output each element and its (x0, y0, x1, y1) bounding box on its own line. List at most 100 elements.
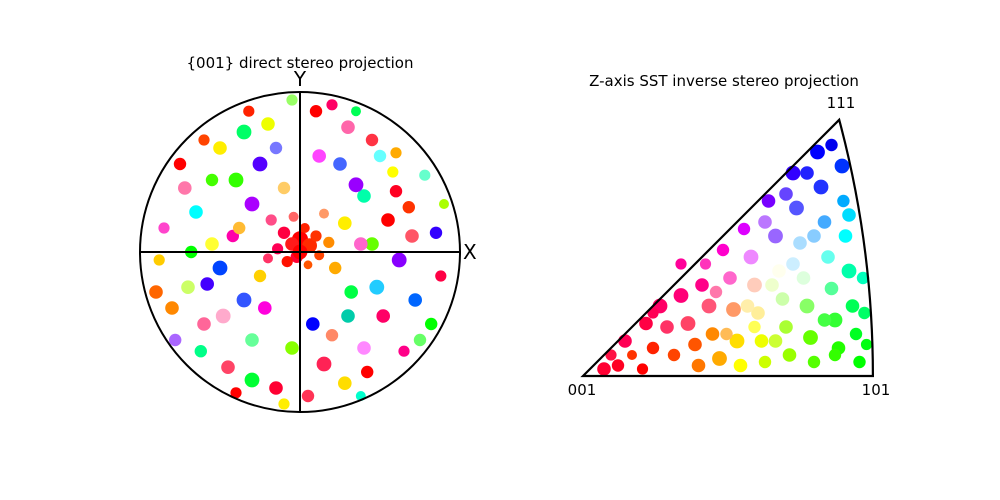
sst-point-41 (803, 330, 818, 345)
sst-point-15 (695, 278, 709, 292)
sst-point-26 (747, 277, 762, 293)
direct-point-61 (316, 356, 332, 372)
direct-point-82 (269, 141, 283, 155)
corner-label-111: 111 (827, 94, 856, 112)
direct-point-20 (244, 196, 260, 212)
sst-point-17 (705, 327, 720, 341)
sst-point-35 (782, 348, 797, 362)
direct-point-96 (230, 387, 242, 399)
y-axis-label: Y (293, 67, 307, 91)
sst-point-36 (785, 165, 801, 181)
sst-point-24 (737, 222, 751, 236)
direct-point-19 (338, 216, 352, 230)
corner-label-001: 001 (568, 381, 597, 399)
direct-point-83 (312, 149, 327, 163)
x-axis-label: X (463, 240, 477, 264)
sst-point-65 (786, 257, 800, 271)
direct-point-15 (329, 261, 342, 275)
sst-point-25 (743, 249, 759, 265)
direct-point-18 (253, 269, 267, 283)
direct-point-69 (357, 341, 371, 355)
sst-point-32 (772, 264, 786, 278)
sst-point-52 (838, 229, 853, 243)
direct-point-57 (338, 376, 352, 391)
direct-stereo-title: {001} direct stereo projection (187, 54, 414, 72)
direct-point-64 (194, 345, 207, 358)
direct-point-66 (252, 156, 268, 172)
direct-point-21 (344, 285, 359, 299)
direct-point-54 (269, 381, 283, 395)
direct-point-32 (189, 205, 203, 219)
direct-point-81 (405, 229, 419, 243)
direct-point-55 (301, 389, 315, 403)
sst-point-22 (729, 333, 745, 349)
sst-point-46 (821, 250, 835, 264)
direct-point-42 (153, 254, 165, 266)
sst-point-38 (793, 236, 807, 250)
direct-point-14 (263, 253, 273, 264)
sst-point-42 (807, 355, 821, 369)
direct-point-92 (200, 277, 214, 291)
direct-point-95 (351, 106, 361, 117)
direct-point-26 (212, 260, 228, 276)
inverse-stereo-panel: Z-axis SST inverse stereo projection 111… (568, 72, 891, 399)
sst-point-12 (680, 316, 696, 331)
sst-point-33 (775, 292, 790, 306)
direct-point-80 (169, 333, 182, 347)
sst-point-37 (789, 200, 804, 216)
direct-point-78 (178, 181, 192, 195)
direct-point-52 (286, 94, 298, 106)
direct-point-25 (365, 237, 379, 251)
direct-stereo-points (149, 94, 449, 410)
sst-point-67 (758, 215, 772, 229)
sst-point-4 (627, 350, 637, 360)
direct-point-67 (333, 157, 347, 171)
sst-point-28 (754, 334, 769, 348)
direct-point-72 (245, 333, 259, 347)
sst-point-50 (834, 158, 850, 174)
sst-point-75 (817, 313, 832, 327)
sst-point-61 (699, 258, 712, 270)
direct-point-62 (198, 134, 210, 146)
sst-point-69 (800, 166, 814, 180)
direct-point-50 (213, 141, 227, 155)
sst-point-19 (716, 243, 730, 257)
sst-point-74 (768, 334, 783, 348)
direct-point-87 (341, 309, 355, 323)
direct-point-23 (357, 189, 371, 203)
sst-point-51 (837, 194, 850, 208)
direct-point-38 (165, 301, 179, 315)
direct-point-40 (158, 222, 170, 234)
direct-point-75 (381, 213, 395, 227)
direct-point-28 (205, 173, 219, 187)
corner-label-101: 101 (862, 381, 891, 399)
sst-point-16 (701, 298, 717, 314)
sst-point-11 (673, 288, 689, 303)
direct-point-51 (365, 133, 379, 147)
direct-point-84 (285, 341, 299, 355)
direct-point-39 (425, 317, 438, 331)
sst-point-77 (842, 208, 856, 222)
direct-point-46 (261, 117, 275, 131)
direct-point-6 (299, 223, 310, 233)
sst-point-13 (688, 337, 702, 352)
sst-point-59 (860, 338, 873, 351)
direct-point-45 (439, 199, 449, 209)
direct-point-60 (278, 398, 290, 410)
sst-point-58 (858, 306, 871, 320)
sst-point-63 (740, 299, 755, 313)
direct-point-27 (376, 309, 391, 323)
sst-point-30 (761, 194, 776, 208)
direct-point-29 (387, 166, 399, 178)
direct-point-11 (303, 260, 313, 270)
sst-point-45 (817, 215, 832, 229)
sst-point-34 (779, 320, 793, 334)
direct-point-4 (310, 230, 322, 242)
direct-point-53 (326, 99, 338, 111)
direct-point-49 (341, 120, 355, 134)
direct-point-56 (244, 372, 260, 388)
direct-point-17 (319, 208, 329, 219)
direct-point-12 (288, 211, 299, 222)
sst-point-44 (813, 179, 829, 195)
